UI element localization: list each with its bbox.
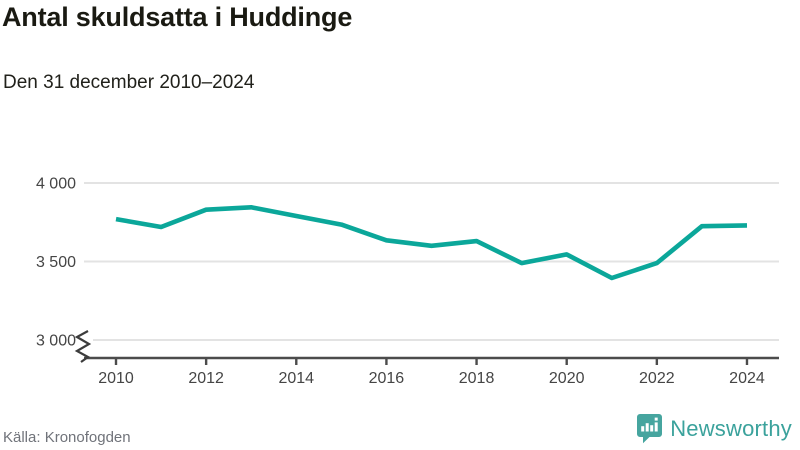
svg-text:3 500: 3 500	[36, 254, 76, 271]
svg-text:2018: 2018	[459, 370, 495, 387]
svg-text:2024: 2024	[729, 370, 765, 387]
source-note: Källa: Kronofogden	[3, 429, 131, 446]
newsworthy-bubble-chart-icon	[637, 414, 663, 444]
svg-text:2012: 2012	[188, 370, 224, 387]
svg-text:2016: 2016	[369, 370, 405, 387]
page-title: Antal skuldsatta i Huddinge	[2, 2, 353, 32]
newsworthy-wordmark: Newsworthy	[670, 415, 792, 441]
svg-text:2014: 2014	[278, 370, 314, 387]
data-series-line	[115, 205, 748, 281]
svg-text:2020: 2020	[549, 370, 585, 387]
line-chart: 4 000 3 500 3 000 2010 2012 2014 2016 2018 2020 2…	[36, 176, 779, 387]
newsworthy-logo: Newsworthy	[636, 413, 792, 444]
svg-text:3 000: 3 000	[36, 333, 76, 350]
chart-subtitle: Den 31 december 2010–2024	[3, 72, 255, 93]
svg-text:2022: 2022	[639, 370, 675, 387]
svg-text:4 000: 4 000	[36, 176, 76, 193]
svg-text:2010: 2010	[98, 370, 134, 387]
